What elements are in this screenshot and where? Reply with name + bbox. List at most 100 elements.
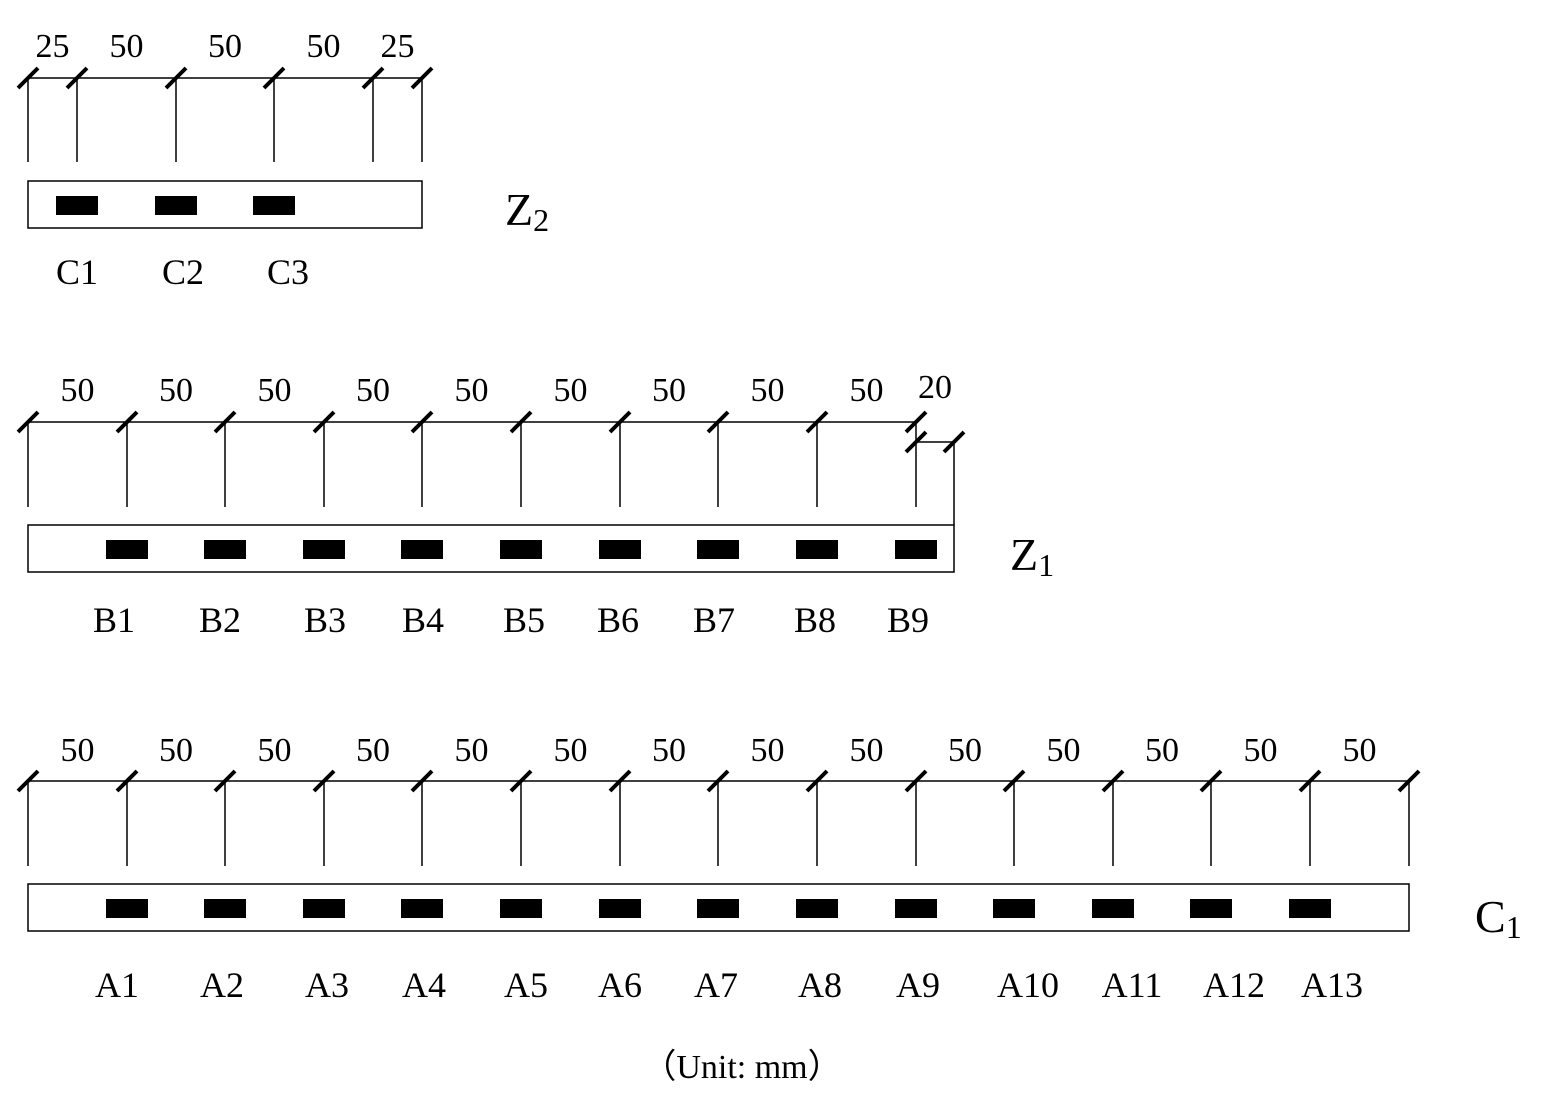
sensor-marker: [697, 540, 739, 559]
dimension-tick: [213, 769, 237, 793]
dimension-label: 50: [554, 372, 588, 409]
sensor-label: A1: [95, 965, 139, 1005]
dimension-tick: [312, 769, 336, 793]
sensor-marker: [401, 899, 443, 918]
dimension-label: 50: [948, 732, 982, 769]
dimension-tick: [904, 430, 928, 454]
dimension-label: 25: [381, 28, 415, 65]
dimension-tick: [65, 66, 89, 90]
dimension-tick: [608, 769, 632, 793]
sensor-marker: [106, 899, 148, 918]
sensor-marker: [303, 899, 345, 918]
dimension-label: 50: [652, 732, 686, 769]
sensor-marker: [697, 899, 739, 918]
dimension-label: 50: [208, 28, 242, 65]
sensor-marker: [204, 540, 246, 559]
dimension-label: 50: [455, 732, 489, 769]
sensor-label: A3: [305, 965, 349, 1005]
sensor-marker: [796, 899, 838, 918]
beam-c1: 50 50 50 50 50 50 50 50 50 50 50 50 50 50 A1 A2 A3 A4 A5 A6…: [16, 732, 1522, 1005]
sensor-label: B1: [93, 600, 135, 640]
dimension-tick: [213, 410, 237, 434]
sensor-marker: [1289, 899, 1331, 918]
dimension-label: 50: [554, 732, 588, 769]
dimension-tick: [361, 66, 385, 90]
beam-outline: [27, 524, 955, 573]
dimension-tick: [16, 66, 40, 90]
sensor-label: B8: [794, 600, 836, 640]
beam-outline: [27, 180, 423, 229]
dimension-label: 25: [36, 28, 70, 65]
sensor-label: A12: [1203, 965, 1265, 1005]
dimension-label: 50: [61, 732, 95, 769]
sensor-marker: [993, 899, 1035, 918]
dimension-label: 50: [159, 372, 193, 409]
dimension-label: 50: [356, 372, 390, 409]
dimension-tick: [312, 410, 336, 434]
dimension-label: 50: [307, 28, 341, 65]
sensor-marker: [895, 540, 937, 559]
beam-name: Z1: [1010, 529, 1054, 583]
sensor-marker: [1190, 899, 1232, 918]
sensor-label: A10: [997, 965, 1059, 1005]
beam-name: C1: [1475, 891, 1522, 945]
sensor-label: A8: [798, 965, 842, 1005]
offset-dimension-label: 20: [918, 369, 952, 406]
beam-name-main: Z: [1010, 529, 1038, 580]
dimension-label: 50: [1244, 732, 1278, 769]
dimension-tick: [1101, 769, 1125, 793]
sensor-label: B2: [199, 600, 241, 640]
dimension-label: 50: [61, 372, 95, 409]
dimension-tick: [904, 410, 928, 434]
dimension-tick: [706, 769, 730, 793]
dimension-tick: [1002, 769, 1026, 793]
dimension-tick: [608, 410, 632, 434]
beam-name: Z2: [505, 184, 549, 238]
sensor-label: A11: [1102, 965, 1163, 1005]
beam-name-main: C: [1475, 891, 1506, 942]
beam-name-subscript: 1: [1038, 547, 1054, 583]
sensor-label: C2: [162, 252, 204, 292]
sensor-marker: [204, 899, 246, 918]
dimension-label: 50: [455, 372, 489, 409]
sensor-label: C3: [267, 252, 309, 292]
sensor-label: B3: [304, 600, 346, 640]
dimension-label: 50: [1145, 732, 1179, 769]
sensor-marker: [401, 540, 443, 559]
dimension-tick: [706, 410, 730, 434]
sensor-label: A7: [694, 965, 738, 1005]
sensor-marker: [303, 540, 345, 559]
sensor-marker: [500, 540, 542, 559]
sensor-label: B5: [503, 600, 545, 640]
dimension-tick: [410, 769, 434, 793]
sensor-label: B6: [597, 600, 639, 640]
sensor-marker: [106, 540, 148, 559]
sensor-label: B7: [693, 600, 735, 640]
dimension-tick: [805, 410, 829, 434]
sensor-label: B4: [402, 600, 444, 640]
sensor-label: A13: [1301, 965, 1363, 1005]
dimension-tick: [115, 410, 139, 434]
dimension-tick: [1397, 769, 1421, 793]
dimension-tick: [115, 769, 139, 793]
dimension-label: 50: [850, 372, 884, 409]
dimension-tick: [509, 769, 533, 793]
dimension-tick: [805, 769, 829, 793]
dimension-tick: [1298, 769, 1322, 793]
dimension-tick: [509, 410, 533, 434]
beam-name-subscript: 2: [533, 202, 549, 238]
dimension-tick: [410, 66, 434, 90]
sensor-marker: [56, 196, 98, 215]
dimension-tick: [16, 410, 40, 434]
dimension-label: 50: [110, 28, 144, 65]
sensor-marker: [895, 899, 937, 918]
dimension-label: 50: [1047, 732, 1081, 769]
sensor-label: B9: [887, 600, 929, 640]
dimension-tick: [16, 769, 40, 793]
sensor-marker: [599, 899, 641, 918]
beam-z1: 50 50 50 50 50 50 50 50 50 20 B1 B2 B3 B4 B5 B6 B7 B8 B9 Z1: [16, 369, 1054, 640]
sensor-label: A2: [200, 965, 244, 1005]
sensor-marker: [253, 196, 295, 215]
beam-name-subscript: 1: [1506, 909, 1522, 945]
